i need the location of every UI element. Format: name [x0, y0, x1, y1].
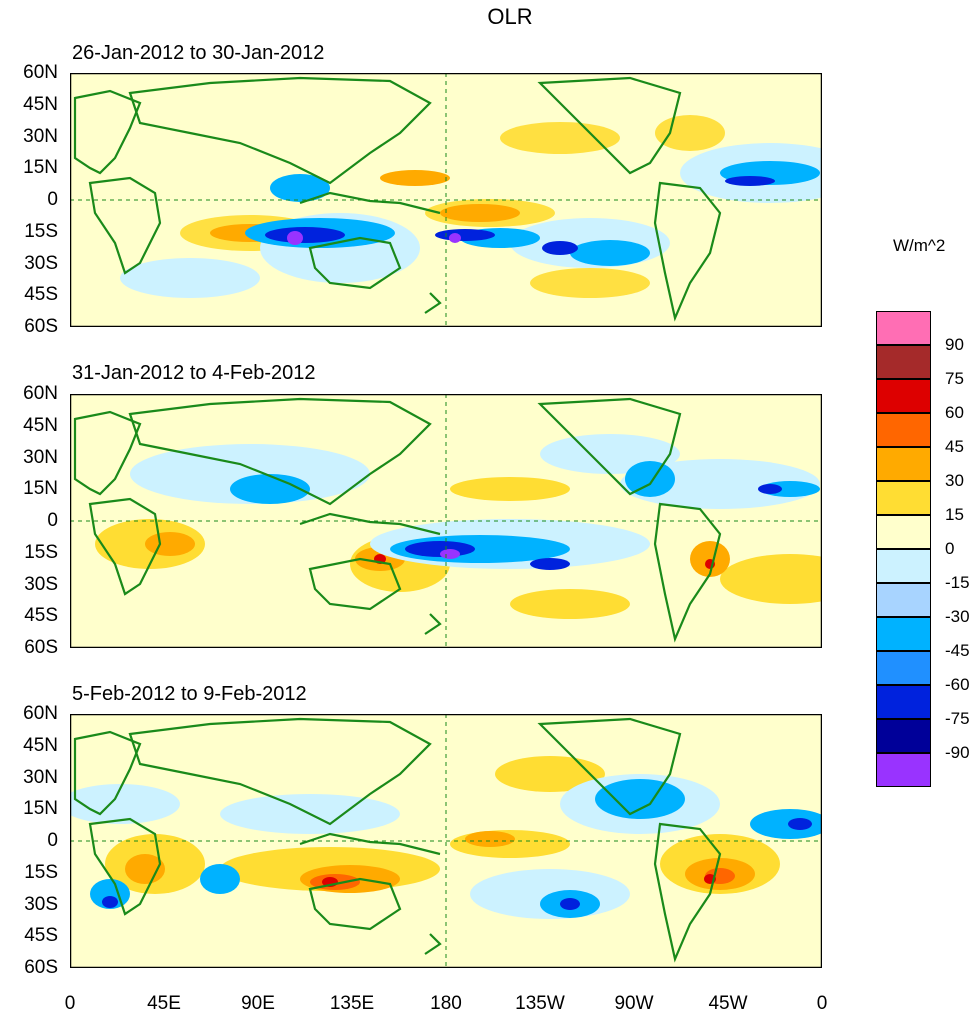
lat-tick-label: 45N: [23, 734, 58, 756]
lon-tick-label: 45W: [708, 993, 748, 1014]
lon-tick-label: 90E: [241, 993, 275, 1014]
lat-tick-label: 45S: [24, 605, 58, 627]
lat-tick-label: 30S: [24, 252, 58, 274]
colorbar-label: 90: [945, 335, 964, 354]
colorbar-swatch: [876, 515, 931, 549]
colorbar-swatch: [876, 753, 931, 787]
lon-tick-label: 180: [430, 993, 462, 1014]
lat-tick-label: 0: [47, 830, 58, 851]
lon-tick-label: 0: [816, 993, 828, 1014]
lat-tick-label: 30S: [24, 893, 58, 915]
lat-tick-label: 30N: [23, 446, 58, 468]
colorbar-swatch: [876, 651, 931, 685]
lat-tick-label: 30S: [24, 573, 58, 595]
panel-3-title: 5-Feb-2012 to 9-Feb-2012: [72, 683, 307, 705]
colorbar-label: 15: [945, 505, 964, 524]
lat-tick-label: 60S: [24, 637, 58, 658]
lat-tick-label: 30N: [23, 125, 58, 147]
lat-tick-label: 30N: [23, 766, 58, 788]
panel-1-title: 26-Jan-2012 to 30-Jan-2012: [72, 42, 325, 64]
lat-tick-label: 15N: [23, 157, 58, 179]
lat-tick-label: 60N: [23, 383, 58, 404]
lat-tick-label: 60N: [23, 62, 58, 83]
map-panel-1: [70, 73, 822, 327]
colorbar-swatch: [876, 447, 931, 481]
colorbar-label: -90: [945, 743, 970, 762]
lat-tick-label: 15N: [23, 478, 58, 500]
colorbar-label: 30: [945, 471, 964, 490]
colorbar-label: 45: [945, 437, 964, 456]
colorbar-label: -15: [945, 573, 970, 592]
colorbar-swatch: [876, 481, 931, 515]
lat-tick-label: 60N: [23, 703, 58, 724]
lat-tick-label: 15S: [24, 861, 58, 883]
colorbar-swatch: [876, 583, 931, 617]
figure-title: OLR: [487, 4, 533, 29]
lat-tick-label: 15S: [24, 220, 58, 242]
lon-tick-label: 90W: [614, 993, 654, 1014]
colorbar-label: 75: [945, 369, 964, 388]
colorbar-swatch: [876, 379, 931, 413]
lon-tick-label: 135W: [515, 993, 565, 1014]
colorbar-swatch: [876, 413, 931, 447]
map-panel-3: [70, 714, 822, 968]
colorbar-label: 0: [945, 539, 955, 558]
lat-tick-label: 45S: [24, 925, 58, 947]
lat-tick-label: 45N: [23, 414, 58, 436]
colorbar-swatch: [876, 549, 931, 583]
lat-tick-label: 0: [47, 189, 58, 210]
lon-tick-label: 0: [64, 993, 76, 1014]
colorbar-swatch: [876, 345, 931, 379]
lat-tick-label: 45S: [24, 284, 58, 306]
colorbar-swatch: [876, 311, 931, 345]
lat-tick-label: 60S: [24, 957, 58, 978]
lon-tick-label: 135E: [329, 993, 375, 1014]
lat-tick-label: 60S: [24, 316, 58, 337]
colorbar-label: -75: [945, 709, 970, 728]
lat-tick-label: 15S: [24, 541, 58, 563]
lat-tick-label: 15N: [23, 798, 58, 820]
colorbar-swatch: [876, 617, 931, 651]
colorbar-swatch: [876, 719, 931, 753]
colorbar-swatch: [876, 685, 931, 719]
lat-tick-label: 45N: [23, 93, 58, 115]
map-panel-2: [70, 394, 822, 648]
colorbar-label: -60: [945, 675, 970, 694]
lon-tick-label: 45E: [147, 993, 181, 1014]
colorbar-label: -45: [945, 641, 970, 660]
colorbar-label: 60: [945, 403, 964, 422]
colorbar-label: -30: [945, 607, 970, 626]
lat-tick-label: 0: [47, 510, 58, 531]
panel-2-title: 31-Jan-2012 to 4-Feb-2012: [72, 362, 316, 384]
colorbar-units: W/m^2: [893, 236, 946, 255]
